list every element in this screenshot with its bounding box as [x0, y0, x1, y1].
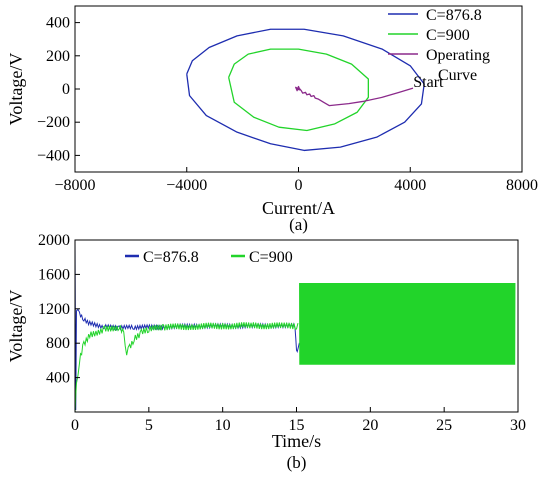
y-tick-label: 1200: [38, 301, 70, 318]
x-tick-label: 10: [215, 417, 231, 434]
y-tick-label: −200: [37, 114, 70, 131]
legend: C=876.8 C=900 Operating Curve: [388, 7, 490, 84]
legend-label: Curve: [438, 67, 477, 84]
x-tick-label: 8000: [506, 177, 538, 194]
series-c-900-line: [228, 48, 369, 132]
panel-a: −8000 −4000 0 4000 8000 −400 −200 0 200 400 Curren…: [6, 5, 538, 234]
series-c-900-oscillation: [299, 282, 516, 365]
panel-b: 0 5 10 15 20 25 30 400 800 1200 1600 2000 Time/s Volt…: [6, 232, 526, 472]
legend-label: C=876.8: [426, 7, 482, 24]
x-tick-label: 0: [71, 417, 79, 434]
y-tick-label: 400: [46, 15, 70, 32]
y-tick-label: 200: [46, 48, 70, 65]
annotation-start: Start: [413, 74, 444, 91]
y-tick-label: 0: [62, 81, 70, 98]
series-operating-curve-line: [295, 85, 414, 107]
legend-label: C=900: [426, 27, 470, 44]
x-tick-label: 0: [295, 177, 303, 194]
plot-area: [75, 240, 516, 412]
y-tick-label: 1600: [38, 266, 70, 283]
y-tick-label: 2000: [38, 232, 70, 249]
y-tick-label: 800: [46, 335, 70, 352]
x-tick-label: 20: [362, 417, 378, 434]
x-tick-label: 5: [145, 417, 153, 434]
x-tick-label: 4000: [394, 177, 426, 194]
x-tick-label: −4000: [166, 177, 207, 194]
x-tick-label: 25: [436, 417, 452, 434]
legend-label: Operating: [426, 47, 490, 64]
series-c-876-8-line: [186, 28, 425, 152]
x-axis-title: Current/A: [262, 198, 335, 218]
legend: C=876.8 C=900: [125, 249, 293, 266]
y-tick-label: 400: [46, 370, 70, 387]
x-tick-label: −8000: [54, 177, 95, 194]
panel-caption: (a): [289, 215, 308, 234]
plot-area: [186, 28, 425, 152]
y-axis-title: Voltage/V: [6, 290, 26, 363]
y-axis-title: Voltage/V: [6, 53, 26, 126]
x-axis-title: Time/s: [272, 431, 321, 451]
y-tick-label: −400: [37, 147, 70, 164]
series-c-900-trace: [75, 322, 299, 412]
panel-caption: (b): [287, 453, 307, 472]
legend-label: C=900: [249, 249, 293, 266]
legend-label: C=876.8: [143, 249, 199, 266]
x-tick-label: 30: [510, 417, 526, 434]
x-tick-label: 15: [289, 417, 305, 434]
